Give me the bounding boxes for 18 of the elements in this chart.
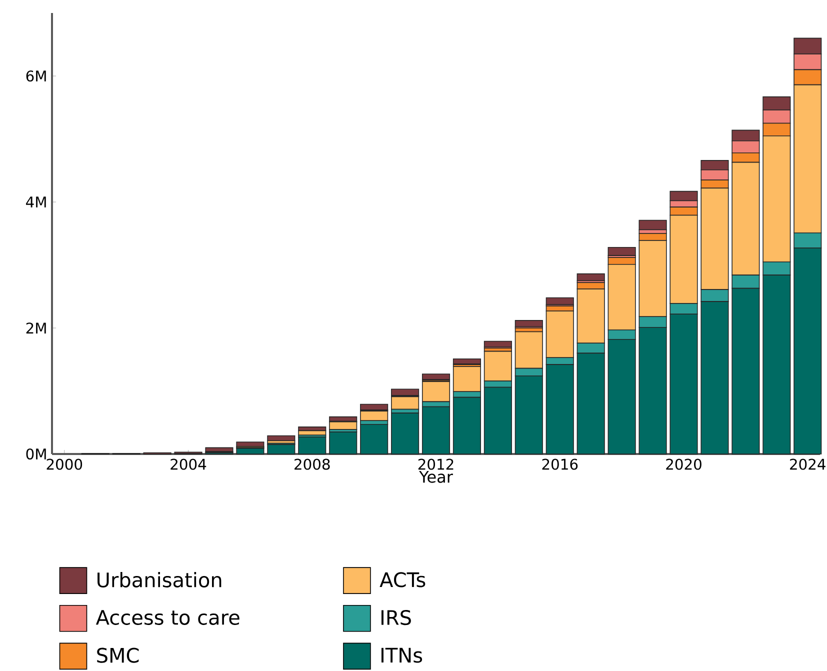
- legend-label: SMC: [97, 648, 139, 663]
- y-tick-label: 0M: [26, 448, 46, 460]
- legend-label: IRS: [382, 610, 411, 626]
- x-tick-label: 2000: [46, 458, 82, 470]
- legend-label: Access to care: [96, 610, 240, 625]
- x-tick-label: 2008: [294, 458, 330, 470]
- legend-label: ACTs: [380, 572, 426, 588]
- y-tick-label: 6M: [26, 70, 46, 82]
- y-tick-label: 2M: [26, 322, 46, 334]
- legend-label: Urbanisation: [98, 572, 222, 588]
- x-tick-label: 2016: [542, 458, 578, 470]
- x-tick-label: 2024: [790, 458, 826, 470]
- legend-label: ITNs: [382, 648, 422, 663]
- x-tick-label: 2004: [170, 458, 206, 470]
- y-tick-label: 4M: [26, 196, 46, 208]
- x-axis-title: Year: [419, 470, 453, 483]
- x-tick-label: 2012: [418, 458, 454, 470]
- x-tick-label: 2020: [666, 458, 702, 470]
